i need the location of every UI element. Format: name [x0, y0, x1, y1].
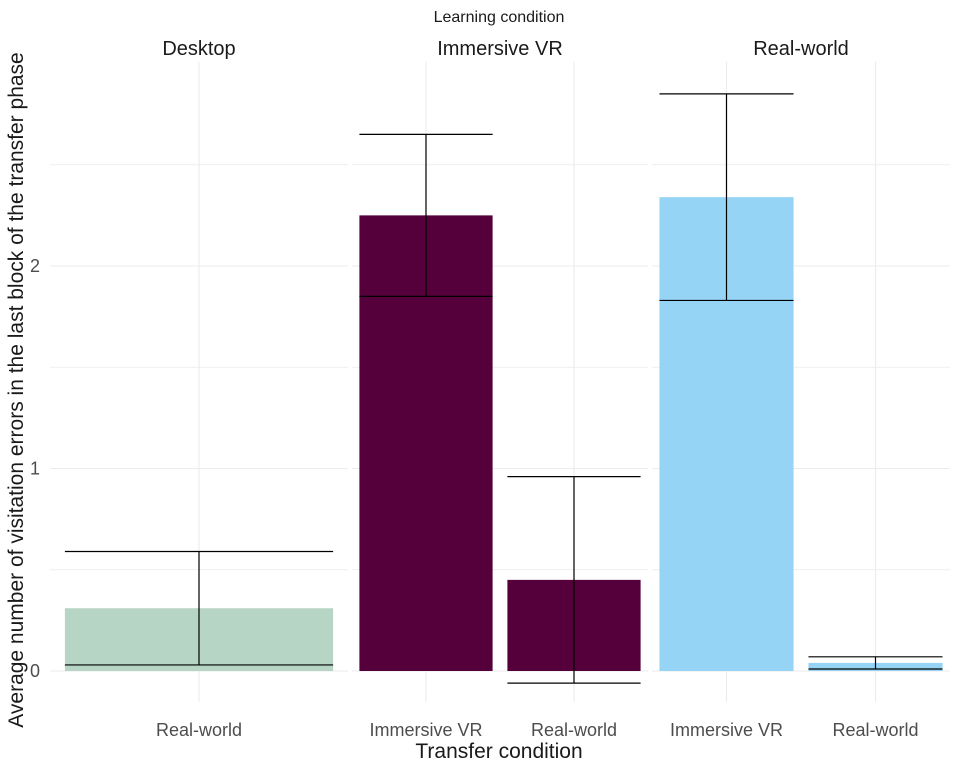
y-axis-label: Average number of visitation errors in t… [5, 52, 28, 727]
y-tick-label: 1 [30, 459, 40, 479]
error-bars [64, 93, 943, 684]
x-axis-label: Transfer condition [415, 740, 582, 763]
y-tick-label: 0 [30, 661, 40, 681]
x-tick-label: Real-world [531, 720, 617, 740]
panel-title: Real-world [753, 38, 849, 60]
y-tick-label: 2 [30, 256, 40, 276]
bars [64, 197, 943, 671]
panel-title: Desktop [162, 38, 235, 60]
x-tick-label: Immersive VR [369, 720, 482, 740]
x-tick-label: Real-world [156, 720, 242, 740]
tick-labels: 0 1 2 Desktop Real-world Immersive VR Immersiv… [30, 38, 919, 740]
gridlines [50, 62, 950, 702]
panel-title: Immersive VR [437, 38, 563, 60]
x-tick-label: Immersive VR [670, 720, 783, 740]
x-tick-label: Real-world [832, 720, 918, 740]
chart-title: Learning condition [434, 9, 565, 26]
